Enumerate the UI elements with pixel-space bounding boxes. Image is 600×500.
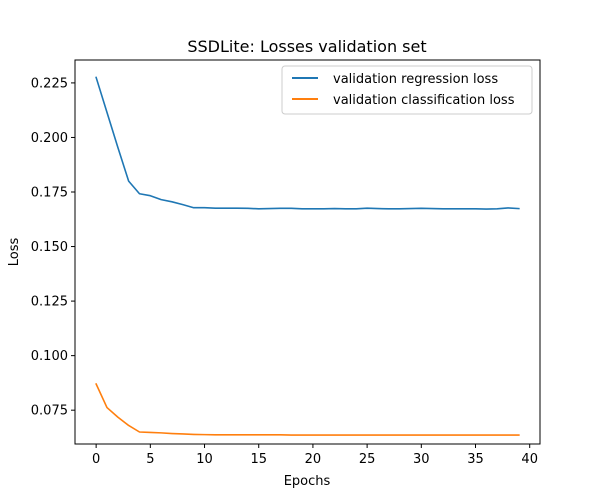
y-tick-label: 0.225 <box>31 76 68 91</box>
x-tick-label: 40 <box>521 452 538 467</box>
x-tick-label: 35 <box>467 452 484 467</box>
y-tick-label: 0.100 <box>31 349 68 364</box>
y-axis-ticks: 0.075 0.100 0.125 0.150 0.175 0.200 0.225 <box>31 76 75 419</box>
legend: validation regression loss validation cl… <box>281 65 533 115</box>
y-tick-label: 0.150 <box>31 240 68 255</box>
series-line-0 <box>95 76 520 210</box>
legend-box <box>281 65 533 115</box>
series-lines <box>95 76 520 436</box>
legend-label-regression: validation regression loss <box>333 72 498 87</box>
x-tick-label: 10 <box>196 452 213 467</box>
y-tick-label: 0.200 <box>31 131 68 146</box>
y-tick-label: 0.125 <box>31 295 68 310</box>
x-tick-label: 20 <box>305 452 322 467</box>
x-tick-label: 25 <box>359 452 376 467</box>
y-tick-label: 0.175 <box>31 186 68 201</box>
x-tick-label: 30 <box>413 452 430 467</box>
x-axis-label: Epochs <box>284 474 331 489</box>
x-tick-label: 0 <box>92 452 100 467</box>
series-line-1 <box>95 382 520 436</box>
x-axis-ticks: 0 5 10 15 20 25 30 35 40 <box>92 444 538 467</box>
legend-label-classification: validation classification loss <box>333 93 515 108</box>
chart-title: SSDLite: Losses validation set <box>187 37 426 56</box>
plot-frame <box>74 59 541 445</box>
y-tick-label: 0.075 <box>31 404 68 419</box>
x-tick-label: 5 <box>146 452 154 467</box>
plot-area: 0 5 10 15 20 25 30 35 40 0.075 0.100 0.125 0.150 0.1… <box>31 59 541 467</box>
y-axis-label: Loss <box>7 238 22 267</box>
x-tick-label: 15 <box>250 452 267 467</box>
